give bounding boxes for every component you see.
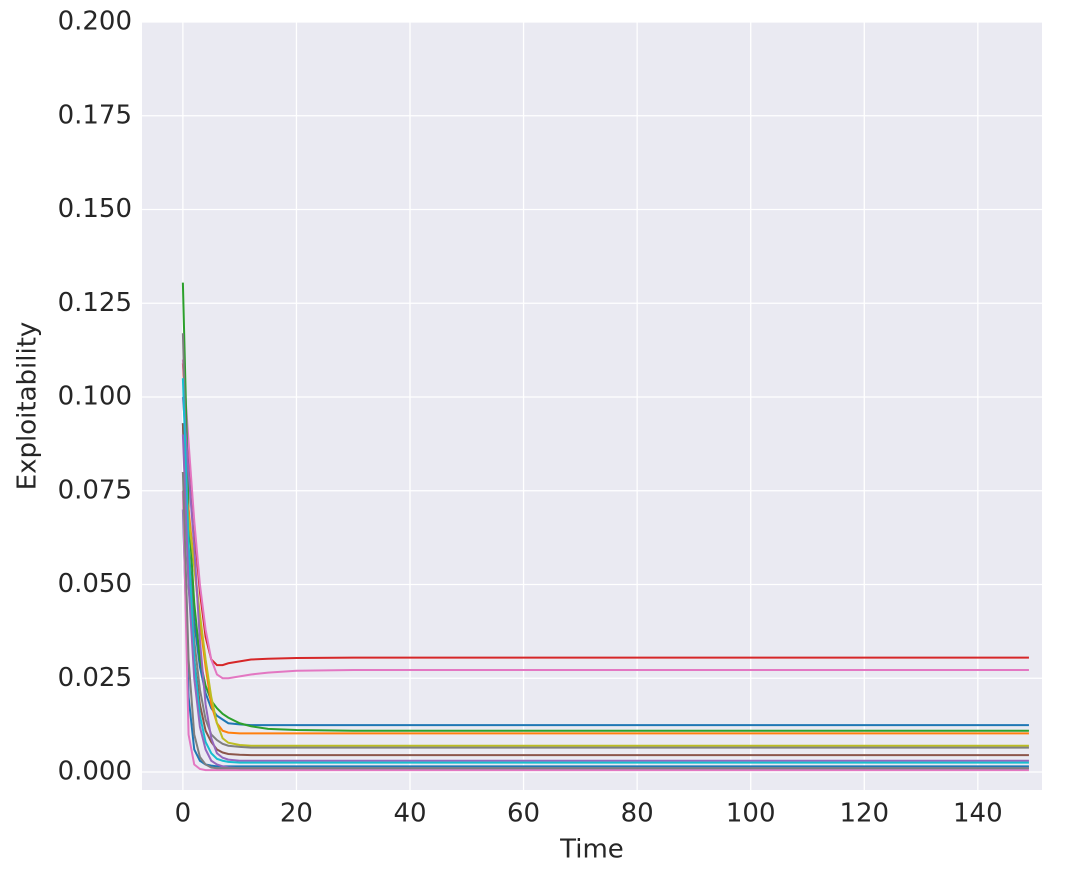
series-line [181,490,1029,772]
x-tick-label: 60 [507,799,540,829]
x-axis-label: Time [559,835,624,865]
series-line [181,282,1029,732]
x-tick-label: 80 [621,799,654,829]
series-line [181,333,1029,749]
x-tick-label: 120 [839,799,889,829]
series-line [181,396,1029,762]
y-tick-label: 0.125 [58,288,132,318]
plot-area [142,22,1042,790]
series-line [181,509,1029,768]
y-tick-label: 0.075 [58,475,132,505]
y-tick-label: 0.175 [58,100,132,130]
series-line [181,378,1029,764]
series-line [181,359,1029,680]
x-tick-label: 0 [175,799,192,829]
y-tick-label: 0.150 [58,194,132,224]
y-axis-label: Exploitability [13,322,43,491]
x-tick-label: 20 [280,799,313,829]
x-tick-label: 100 [726,799,776,829]
y-tick-label: 0.100 [58,382,132,412]
x-tick-label: 140 [953,799,1003,829]
y-tick-label: 0.050 [58,569,132,599]
series-line [181,471,1029,770]
y-tick-label: 0.200 [58,7,132,37]
y-tick-label: 0.000 [58,757,132,787]
x-tick-label: 40 [393,799,426,829]
series-line [181,423,1029,727]
y-tick-label: 0.025 [58,663,132,693]
